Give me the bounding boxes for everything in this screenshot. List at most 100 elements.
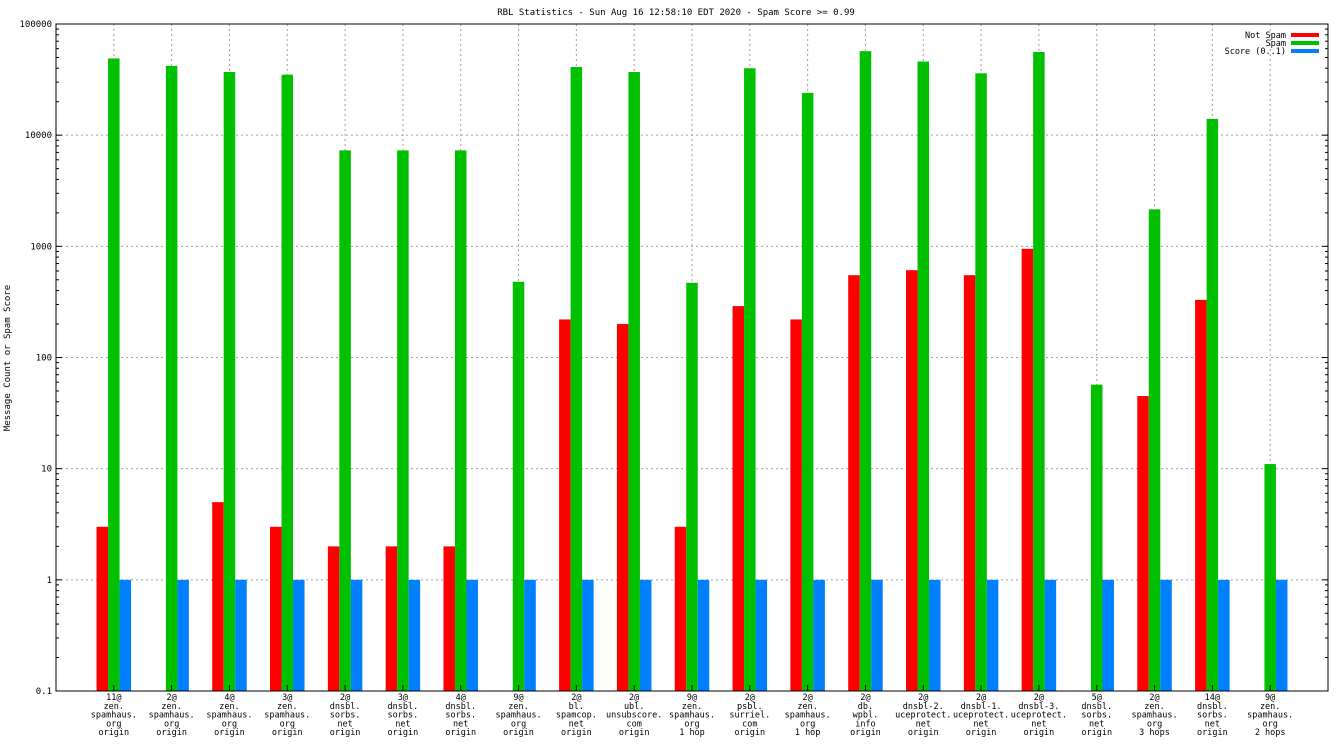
x-tick-label: 2@ zen. spamhaus. org origin bbox=[149, 693, 195, 738]
bar-score-0-1 bbox=[1160, 579, 1172, 691]
x-tick-label: 14@ dnsbl. sorbs. net origin bbox=[1197, 693, 1228, 738]
bars bbox=[96, 51, 1288, 692]
x-tick-label: 2@ dnsbl. sorbs. net origin bbox=[330, 693, 361, 738]
legend-swatch bbox=[1291, 33, 1319, 37]
x-tick-label: 2@ zen. spamhaus. org 3 hops bbox=[1132, 693, 1178, 738]
y-tick-label: 0.1 bbox=[36, 687, 52, 697]
y-axis-label: Message Count or Spam Score bbox=[3, 285, 13, 431]
bar-spam bbox=[1206, 118, 1219, 691]
bar-spam bbox=[917, 61, 930, 691]
x-tick-label: 11@ zen. spamhaus. org origin bbox=[91, 693, 137, 738]
bar-score-0-1 bbox=[235, 579, 247, 691]
x-tick-label: 9@ zen. spamhaus. org origin bbox=[496, 693, 542, 738]
bar-not-spam bbox=[906, 270, 918, 691]
bar-score-0-1 bbox=[524, 579, 536, 691]
bar-not-spam bbox=[616, 324, 629, 691]
x-tick-label: 9@ zen. spamhaus. org 1 hop bbox=[669, 693, 715, 738]
legend-label: Score (0..1) bbox=[1225, 47, 1286, 57]
legend-label: Spam bbox=[1266, 39, 1286, 49]
bar-spam bbox=[512, 281, 525, 691]
x-tick-label: 4@ zen. spamhaus. org origin bbox=[206, 693, 252, 738]
bar-score-0-1 bbox=[1102, 579, 1114, 691]
bar-not-spam bbox=[96, 526, 109, 691]
y-axis-ticks: 0.1 1 10 100 1000 10000 100000 bbox=[19, 20, 1328, 697]
bar-spam bbox=[397, 150, 409, 692]
x-tick-label: 2@ dnsbl-3. uceprotect. net origin bbox=[1011, 693, 1067, 738]
x-tick-label: 2@ db. wpbl. info origin bbox=[850, 693, 881, 738]
bar-spam bbox=[1090, 384, 1103, 691]
bar-spam bbox=[1033, 51, 1045, 691]
bar-spam bbox=[744, 68, 756, 691]
bar-spam bbox=[454, 150, 467, 692]
bar-spam bbox=[108, 58, 120, 691]
bar-score-0-1 bbox=[466, 579, 478, 691]
bar-score-0-1 bbox=[119, 579, 132, 691]
legend-label: Not Spam bbox=[1245, 31, 1286, 41]
bar-not-spam bbox=[212, 502, 224, 691]
bar-not-spam bbox=[1137, 396, 1149, 691]
bar-score-0-1 bbox=[1218, 579, 1230, 691]
bar-not-spam bbox=[385, 546, 398, 691]
y-tick-label: 10 bbox=[41, 465, 52, 475]
y-tick-label: 10000 bbox=[25, 131, 52, 141]
y-tick-label: 1 bbox=[47, 576, 52, 586]
legend-swatch bbox=[1291, 49, 1319, 53]
bar-spam bbox=[570, 67, 583, 691]
bar-spam bbox=[339, 150, 351, 692]
bar-spam bbox=[859, 51, 872, 692]
bar-score-0-1 bbox=[582, 579, 594, 691]
bar-score-0-1 bbox=[639, 579, 652, 691]
x-tick-label: 2@ dnsbl-2. uceprotect. net origin bbox=[895, 693, 951, 738]
x-tick-label: 5@ dnsbl. sorbs. net origin bbox=[1081, 693, 1112, 738]
bar-not-spam bbox=[443, 546, 455, 691]
bar-not-spam bbox=[963, 275, 976, 691]
x-tick-label: 4@ dnsbl. sorbs. net origin bbox=[445, 693, 476, 738]
bar-score-0-1 bbox=[293, 579, 305, 691]
bar-score-0-1 bbox=[986, 579, 999, 691]
bar-spam bbox=[223, 72, 236, 691]
x-tick-label: 2@ zen. spamhaus. org 1 hop bbox=[785, 693, 831, 738]
x-tick-label: 2@ psbl. surriel. com origin bbox=[729, 693, 770, 738]
y-tick-label: 100 bbox=[36, 354, 52, 364]
bar-spam bbox=[1264, 464, 1276, 691]
x-tick-label: 3@ zen. spamhaus. org origin bbox=[264, 693, 310, 738]
bar-spam bbox=[165, 65, 178, 691]
x-tick-label: 2@ bl. spamcop. net origin bbox=[556, 693, 597, 738]
x-tick-label: 2@ ubl. unsubscore. com origin bbox=[606, 693, 662, 738]
bar-score-0-1 bbox=[697, 579, 710, 691]
x-tick-label: 3@ dnsbl. sorbs. net origin bbox=[388, 693, 419, 738]
bar-spam bbox=[686, 282, 698, 691]
bar-spam bbox=[1148, 209, 1161, 691]
bar-not-spam bbox=[270, 526, 282, 691]
bar-spam bbox=[628, 72, 640, 691]
x-tick-label: 9@ zen. spamhaus. org 2 hops bbox=[1247, 693, 1293, 738]
bar-not-spam bbox=[790, 319, 802, 691]
bar-not-spam bbox=[674, 526, 687, 691]
x-axis-labels: 11@ zen. spamhaus. org origin 2@ zen. spamhaus.… bbox=[91, 693, 1293, 738]
bar-not-spam bbox=[559, 319, 571, 691]
chart-title: RBL Statistics - Sun Aug 16 12:58:10 EDT… bbox=[497, 8, 855, 18]
bar-spam bbox=[975, 73, 987, 692]
bar-not-spam bbox=[327, 546, 340, 691]
x-tick-label: 2@ dnsbl-1. uceprotect. net origin bbox=[953, 693, 1009, 738]
bar-not-spam bbox=[1195, 299, 1207, 691]
bar-score-0-1 bbox=[929, 579, 941, 691]
bar-not-spam bbox=[848, 275, 860, 691]
bar-score-0-1 bbox=[1044, 579, 1057, 691]
bar-not-spam bbox=[1021, 248, 1034, 691]
bar-score-0-1 bbox=[1275, 579, 1288, 691]
bar-score-0-1 bbox=[755, 579, 768, 691]
legend-swatch bbox=[1291, 41, 1319, 45]
bar-score-0-1 bbox=[408, 579, 421, 691]
bar-not-spam bbox=[732, 306, 745, 691]
bar-score-0-1 bbox=[813, 579, 825, 691]
y-tick-label: 1000 bbox=[30, 242, 52, 252]
bar-score-0-1 bbox=[177, 579, 189, 691]
bar-spam bbox=[801, 92, 814, 692]
y-tick-label: 100000 bbox=[19, 20, 52, 30]
bar-score-0-1 bbox=[350, 579, 363, 691]
bar-spam bbox=[281, 74, 294, 691]
bar-score-0-1 bbox=[871, 579, 883, 691]
